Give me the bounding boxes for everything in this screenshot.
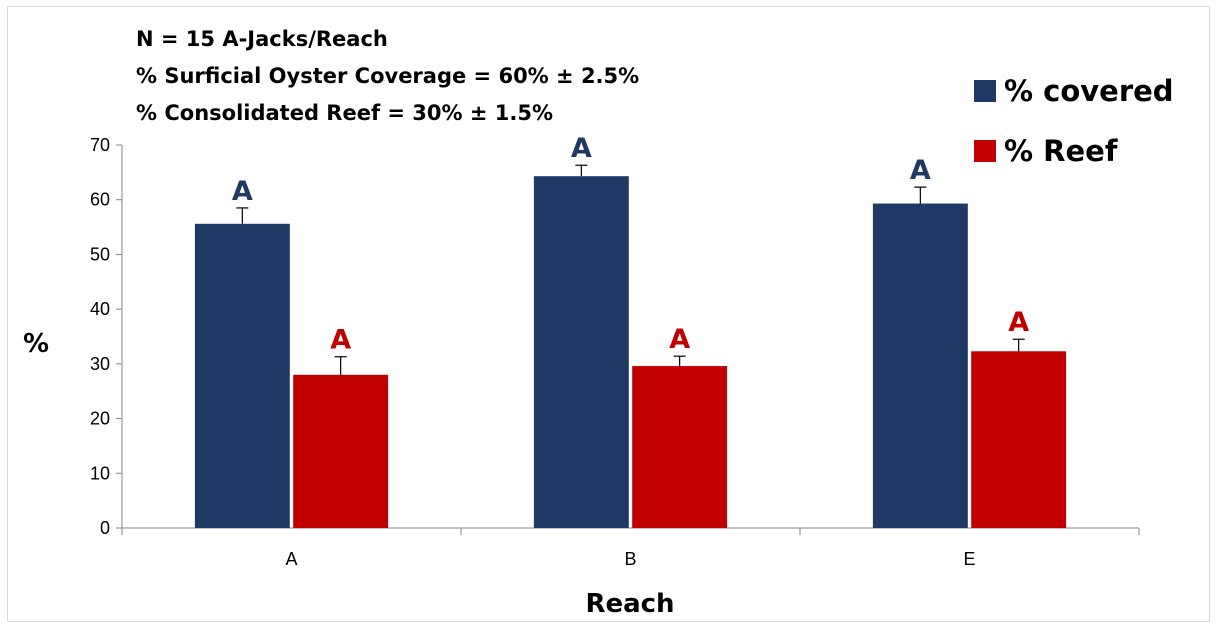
x-tick-label: E <box>963 549 975 569</box>
y-tick-label: 40 <box>90 299 110 319</box>
x-tick-label: A <box>285 549 297 569</box>
legend-label: % covered <box>1004 74 1174 108</box>
y-tick-label: 30 <box>90 354 110 374</box>
y-axis: 0 10 20 30 40 50 60 70 <box>90 135 123 538</box>
bar <box>632 366 728 528</box>
significance-label: A <box>330 325 351 356</box>
bar <box>194 223 290 528</box>
annotation-consolidated-reef: % Consolidated Reef = 30% ± 1.5% <box>136 101 553 125</box>
y-axis-title: % <box>23 329 49 359</box>
significance-label: A <box>232 176 253 207</box>
x-axis-title: Reach <box>585 589 674 619</box>
y-tick-label: 0 <box>100 518 110 538</box>
bar <box>533 176 629 529</box>
annotation-oyster-coverage: % Surficial Oyster Coverage = 60% ± 2.5% <box>136 64 639 88</box>
legend: % covered % Reef <box>974 74 1174 168</box>
y-tick-label: 20 <box>90 409 110 429</box>
significance-label: A <box>910 155 931 186</box>
significance-label: A <box>571 133 592 164</box>
bars: A A A A A A <box>194 133 1067 529</box>
bar <box>872 203 968 528</box>
legend-label: % Reef <box>1004 134 1118 168</box>
chart-annotations: N = 15 A-Jacks/Reach % Surficial Oyster … <box>136 27 639 125</box>
y-tick-label: 50 <box>90 244 110 264</box>
annotation-sample-size: N = 15 A-Jacks/Reach <box>136 27 388 51</box>
significance-label: A <box>669 324 690 355</box>
legend-swatch <box>974 140 996 162</box>
chart-frame <box>7 6 1210 622</box>
y-tick-label: 60 <box>90 190 110 210</box>
y-tick-label: 70 <box>90 135 110 155</box>
x-tick-label: B <box>624 549 636 569</box>
bar <box>293 374 389 528</box>
legend-swatch <box>974 80 996 102</box>
bar <box>971 351 1067 528</box>
significance-label: A <box>1008 307 1029 338</box>
y-tick-label: 10 <box>90 463 110 483</box>
